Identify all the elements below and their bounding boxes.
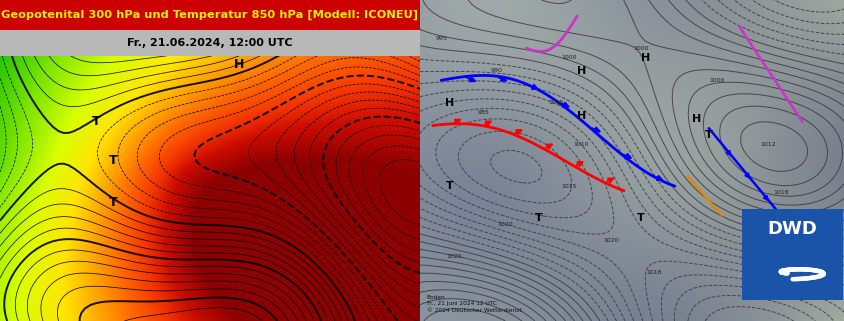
Text: 985: 985: [477, 110, 489, 115]
Text: 1000: 1000: [709, 78, 724, 83]
Text: 1005: 1005: [548, 100, 563, 105]
Text: T: T: [109, 154, 117, 167]
Text: H: H: [576, 65, 586, 76]
Text: H: H: [690, 114, 700, 124]
Text: 995: 995: [435, 36, 446, 41]
Text: 1000: 1000: [632, 46, 648, 51]
Text: DWD: DWD: [766, 220, 817, 238]
Text: Geopotenital 300 hPa und Temperatur 850 hPa [Modell: ICONEU]: Geopotenital 300 hPa und Temperatur 850 …: [2, 10, 418, 20]
Text: Boden
Fr., 21 Juni 2024 12 UTC
© 2024 Deutscher Wetterdienst: Boden Fr., 21 Juni 2024 12 UTC © 2024 De…: [426, 295, 521, 313]
Text: T: T: [704, 130, 712, 140]
Text: H: H: [576, 110, 586, 121]
Bar: [741, 209, 842, 300]
Text: H: H: [445, 98, 454, 108]
Text: Fr., 21.06.2024, 12:00 UTC: Fr., 21.06.2024, 12:00 UTC: [127, 38, 293, 48]
Text: 1025: 1025: [446, 254, 461, 259]
Text: T: T: [534, 213, 542, 223]
Text: 1020: 1020: [603, 238, 619, 243]
Text: H: H: [234, 58, 244, 71]
Text: T: T: [92, 116, 100, 128]
Text: H: H: [640, 53, 649, 63]
Bar: [0, 30, 419, 56]
Bar: [0, 0, 419, 30]
Text: 990: 990: [490, 68, 502, 73]
Text: 1020: 1020: [496, 222, 512, 227]
Text: 1000: 1000: [560, 55, 576, 60]
Text: T: T: [636, 213, 644, 223]
Text: 1015: 1015: [560, 184, 576, 189]
Text: 1012: 1012: [760, 142, 776, 147]
Text: 1018: 1018: [772, 190, 788, 195]
Text: 1010: 1010: [573, 142, 588, 147]
Text: T: T: [109, 196, 117, 209]
Text: 1018: 1018: [645, 270, 661, 275]
Text: T: T: [446, 181, 453, 191]
